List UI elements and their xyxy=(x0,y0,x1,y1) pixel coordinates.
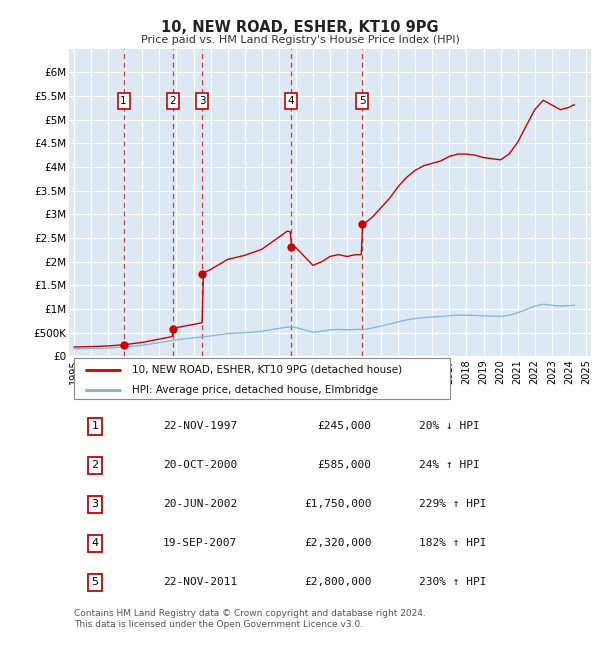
Text: £585,000: £585,000 xyxy=(318,460,372,470)
Text: 2: 2 xyxy=(92,460,98,470)
Text: 4: 4 xyxy=(287,96,294,106)
Text: £1,750,000: £1,750,000 xyxy=(304,499,372,509)
Text: 20-JUN-2002: 20-JUN-2002 xyxy=(163,499,237,509)
Text: 19-SEP-2007: 19-SEP-2007 xyxy=(163,538,237,548)
Text: 5: 5 xyxy=(359,96,366,106)
Text: 3: 3 xyxy=(199,96,205,106)
Text: £2,800,000: £2,800,000 xyxy=(304,577,372,588)
Text: 2: 2 xyxy=(170,96,176,106)
Text: 182% ↑ HPI: 182% ↑ HPI xyxy=(419,538,486,548)
Text: 20% ↓ HPI: 20% ↓ HPI xyxy=(419,421,479,431)
Text: £245,000: £245,000 xyxy=(318,421,372,431)
FancyBboxPatch shape xyxy=(74,358,450,399)
Text: £2,320,000: £2,320,000 xyxy=(304,538,372,548)
Text: HPI: Average price, detached house, Elmbridge: HPI: Average price, detached house, Elmb… xyxy=(131,385,378,395)
Text: Contains HM Land Registry data © Crown copyright and database right 2024.
This d: Contains HM Land Registry data © Crown c… xyxy=(74,609,426,629)
Text: 10, NEW ROAD, ESHER, KT10 9PG (detached house): 10, NEW ROAD, ESHER, KT10 9PG (detached … xyxy=(131,365,402,374)
Text: 5: 5 xyxy=(92,577,98,588)
Text: 1: 1 xyxy=(120,96,127,106)
Text: 24% ↑ HPI: 24% ↑ HPI xyxy=(419,460,479,470)
Text: 1: 1 xyxy=(92,421,98,431)
Text: Price paid vs. HM Land Registry's House Price Index (HPI): Price paid vs. HM Land Registry's House … xyxy=(140,35,460,46)
Text: 4: 4 xyxy=(92,538,98,548)
Text: 20-OCT-2000: 20-OCT-2000 xyxy=(163,460,237,470)
Text: 22-NOV-2011: 22-NOV-2011 xyxy=(163,577,237,588)
Text: 230% ↑ HPI: 230% ↑ HPI xyxy=(419,577,486,588)
Text: 22-NOV-1997: 22-NOV-1997 xyxy=(163,421,237,431)
Text: 3: 3 xyxy=(92,499,98,509)
Text: 229% ↑ HPI: 229% ↑ HPI xyxy=(419,499,486,509)
Text: 10, NEW ROAD, ESHER, KT10 9PG: 10, NEW ROAD, ESHER, KT10 9PG xyxy=(161,20,439,35)
